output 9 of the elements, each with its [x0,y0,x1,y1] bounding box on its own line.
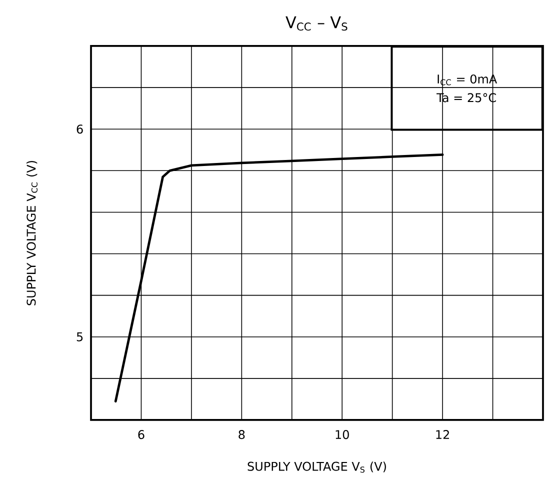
x-tick-label: 8 [238,430,245,440]
line-series [114,153,444,402]
x-axis-title: SUPPLY VOLTAGE V$_{S}$ (V) [248,462,386,473]
x-tick-label: 6 [138,430,144,440]
chart-title: V$_{CC}$ – V$_{S}$ [286,16,348,31]
x-tick-label: 12 [436,430,449,439]
x-tick-label: 10 [336,430,349,440]
y-tick-label: 5 [76,332,83,342]
y-axis-title: SUPPLY VOLTAGE V$_{CC}$ (V) [26,160,38,306]
